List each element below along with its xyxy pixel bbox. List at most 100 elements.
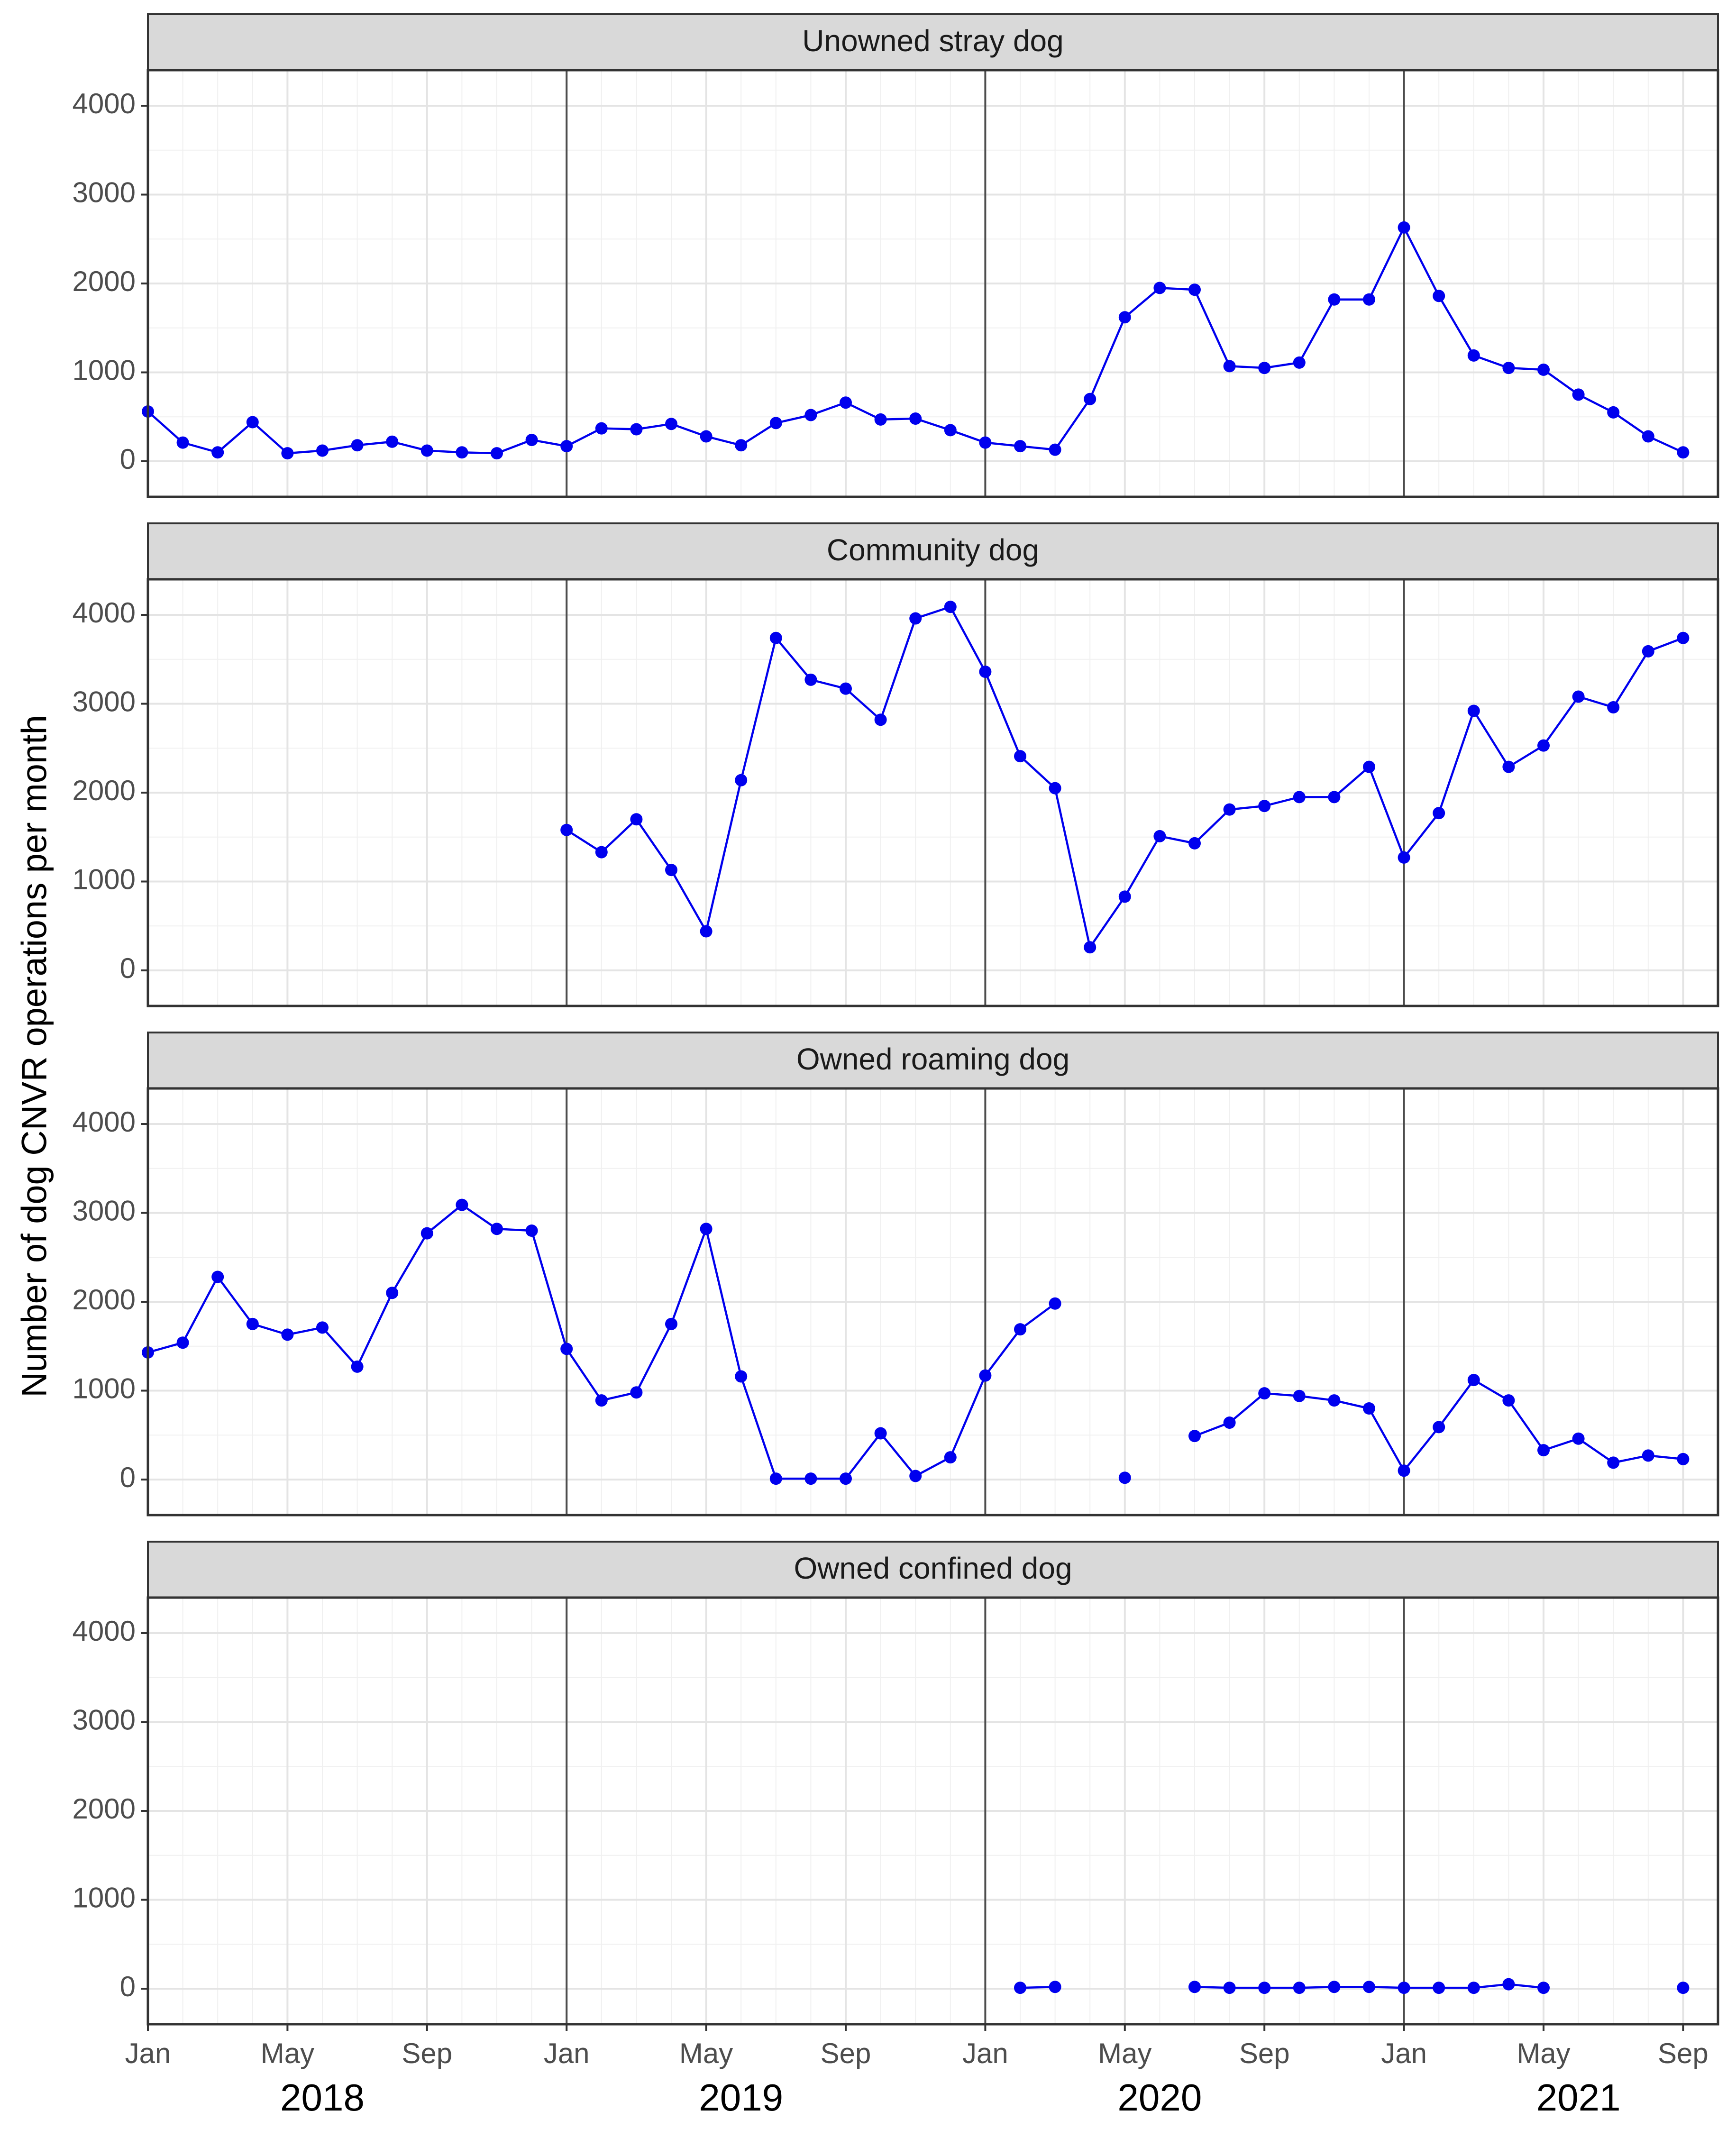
series-line-segment: [426, 1204, 463, 1234]
data-point: [1363, 1981, 1375, 1993]
panels: Unowned stray dog01000200030004000Commun…: [73, 13, 1719, 2026]
series-line-segment: [356, 1292, 393, 1368]
y-tick-label: 4000: [73, 88, 136, 119]
data-point: [1433, 807, 1445, 820]
data-point: [1467, 1982, 1480, 1994]
x-tick-label: Jan: [1381, 2038, 1427, 2069]
y-tick-label: 0: [120, 443, 136, 475]
data-point: [1642, 645, 1654, 658]
data-point: [1293, 356, 1306, 369]
series-line-segment: [1472, 710, 1510, 768]
data-point: [1572, 388, 1585, 401]
y-tick-label: 0: [120, 1971, 136, 2002]
data-point: [1363, 760, 1375, 773]
series-line-segment: [1542, 368, 1580, 396]
series-line-segment: [1019, 1302, 1056, 1331]
data-point: [456, 446, 468, 459]
series-line-segment: [1054, 787, 1091, 949]
data-point: [1223, 360, 1236, 373]
series-line-segment: [1019, 755, 1056, 789]
data-point: [804, 673, 817, 686]
data-point: [1467, 1374, 1480, 1386]
panel-border: [146, 1087, 1719, 1517]
series-line-segment: [635, 1323, 673, 1394]
data-point: [1258, 1387, 1271, 1400]
data-point: [665, 864, 677, 877]
series-line-segment: [1647, 435, 1684, 454]
panel-strip: [147, 1032, 1719, 1089]
data-point: [1398, 1982, 1410, 1994]
series-line-segment: [495, 439, 533, 455]
data-point: [700, 1223, 713, 1235]
data-point: [700, 430, 713, 443]
data-point: [665, 1317, 677, 1330]
series-line-segment: [1368, 1407, 1405, 1472]
data-point: [1642, 430, 1654, 443]
series-line-segment: [146, 410, 184, 444]
panel-title: Community dog: [827, 533, 1039, 567]
x-tick-label: Sep: [1239, 2038, 1290, 2069]
y-tick-label: 2000: [73, 1284, 136, 1316]
series-line-segment: [321, 1326, 358, 1368]
year-label: 2021: [1536, 2076, 1621, 2119]
series-line-segment: [216, 421, 254, 454]
series-line-segment: [670, 423, 707, 438]
data-point: [735, 774, 748, 786]
y-tick-label: 3000: [73, 685, 136, 717]
data-point: [1502, 362, 1515, 375]
data-point: [1398, 221, 1410, 234]
series-line-segment: [1437, 1379, 1475, 1428]
data-point: [1467, 704, 1480, 717]
series-line-segment: [1193, 288, 1231, 367]
y-tick-label: 1000: [73, 354, 136, 386]
data-point: [1677, 1453, 1690, 1465]
series-line-segment: [1368, 226, 1405, 301]
data-point: [1118, 311, 1131, 324]
data-point: [351, 439, 364, 452]
data-point: [1363, 293, 1375, 306]
data-point: [386, 1287, 399, 1299]
series-line-segment: [705, 779, 742, 932]
data-point: [1502, 1978, 1515, 1991]
series-line-segment: [1088, 316, 1126, 400]
data-point: [525, 434, 538, 446]
data-point: [769, 417, 782, 429]
data-point: [1537, 1444, 1550, 1457]
data-point: [1677, 1982, 1690, 1994]
data-point: [1433, 1421, 1445, 1434]
series-line-segment: [705, 1228, 742, 1378]
panel-2: Community dog 0 1000 2000 3000 4000: [73, 522, 1719, 1007]
series-line-segment: [461, 1204, 498, 1230]
x-tick-label: May: [1098, 2038, 1151, 2069]
data-point: [1223, 1416, 1236, 1429]
data-point: [979, 666, 992, 678]
series-line-segment: [1088, 895, 1126, 949]
series-line-segment: [1647, 637, 1684, 653]
series-line-segment: [1612, 411, 1650, 438]
series-line-segment: [635, 818, 673, 871]
data-point: [804, 1472, 817, 1485]
y-tick-label: 4000: [73, 1106, 136, 1138]
data-point: [1642, 1449, 1654, 1462]
data-point: [1328, 293, 1341, 306]
series-line-segment: [530, 1229, 568, 1350]
data-point: [456, 1198, 468, 1211]
series-line-segment: [1228, 1392, 1266, 1424]
x-tick-label: May: [679, 2038, 733, 2069]
data-point: [1537, 739, 1550, 752]
series-line-segment: [600, 818, 638, 853]
y-tick-label: 1000: [73, 863, 136, 895]
data-point: [316, 1321, 329, 1334]
series-line-segment: [984, 1328, 1022, 1377]
data-point: [700, 925, 713, 938]
data-point: [176, 436, 189, 449]
series-line-segment: [1577, 393, 1615, 414]
y-tick-label: 2000: [73, 1793, 136, 1825]
series-line-segment: [182, 1276, 219, 1344]
data-point: [1153, 830, 1166, 842]
series-line-segment: [879, 1432, 917, 1477]
series-line-segment: [740, 422, 777, 447]
data-point: [1188, 1981, 1201, 1993]
series-line-segment: [1403, 1426, 1440, 1472]
series-line-segment: [1437, 710, 1475, 814]
